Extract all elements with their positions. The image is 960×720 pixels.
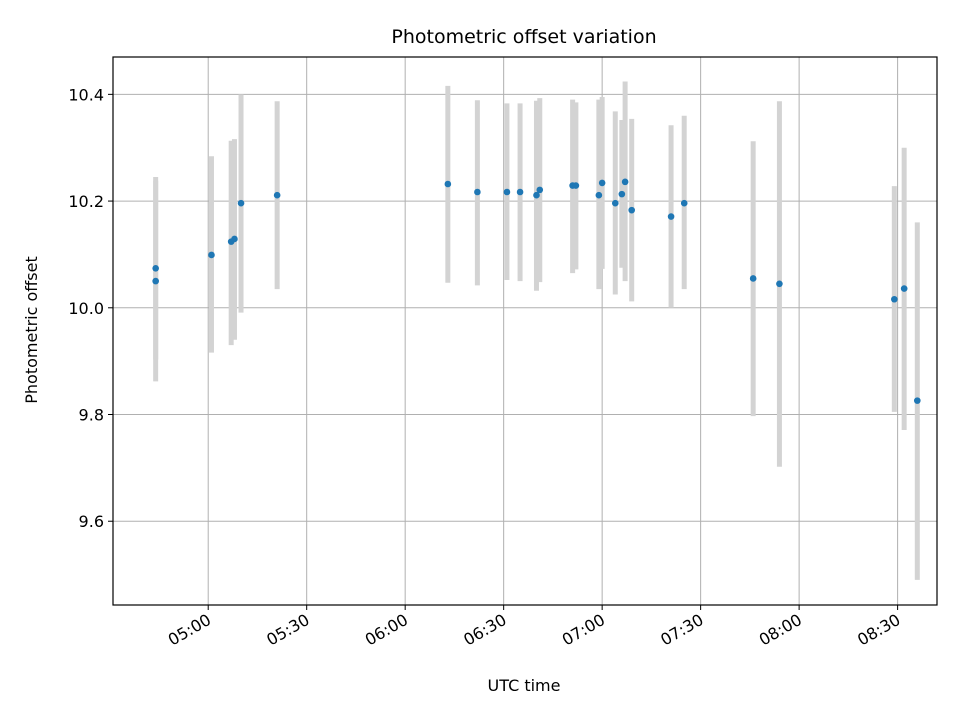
data-points (152, 178, 921, 404)
data-point (891, 295, 898, 303)
x-tick-label: 08:30 (854, 610, 903, 650)
data-point (533, 191, 540, 199)
x-tick-label: 05:30 (263, 610, 312, 650)
data-point (152, 265, 159, 272)
x-tick-label: 05:00 (165, 610, 214, 650)
data-point (611, 199, 619, 207)
x-axis-label: UTC time (488, 676, 561, 695)
data-point (503, 188, 511, 196)
x-tick-label: 06:30 (460, 610, 509, 650)
y-axis-label: Photometric offset (22, 256, 41, 404)
y-tick-label: 10.4 (68, 85, 104, 104)
error-bars (153, 81, 920, 580)
data-point (536, 186, 544, 194)
data-point (237, 199, 245, 207)
data-point (680, 199, 688, 207)
data-point (628, 206, 635, 214)
data-point (444, 180, 452, 188)
data-point (776, 280, 783, 288)
y-tick-label: 10.0 (68, 299, 104, 318)
y-tick-label: 10.2 (68, 192, 104, 211)
data-point (208, 251, 215, 259)
data-point (598, 179, 606, 187)
data-point (273, 191, 281, 199)
data-point (595, 191, 603, 199)
grid (113, 57, 937, 605)
data-point (572, 182, 580, 189)
plot-frame (112, 56, 938, 606)
data-point (618, 190, 626, 198)
data-point (749, 275, 757, 282)
x-tick-label: 08:00 (756, 610, 805, 650)
x-tick-label: 07:00 (559, 610, 608, 650)
data-point (516, 188, 524, 196)
y-tick-label: 9.6 (79, 512, 104, 531)
x-tick-label: 06:00 (362, 610, 411, 650)
data-point (152, 277, 159, 285)
y-tick-label: 9.8 (79, 406, 104, 425)
data-point (900, 285, 908, 292)
data-point (914, 397, 921, 404)
data-point (621, 178, 629, 186)
x-tick-label: 07:30 (657, 610, 706, 650)
data-point (474, 188, 481, 196)
data-point (231, 235, 238, 243)
data-point (667, 213, 675, 220)
chart-title: Photometric offset variation (391, 26, 656, 48)
